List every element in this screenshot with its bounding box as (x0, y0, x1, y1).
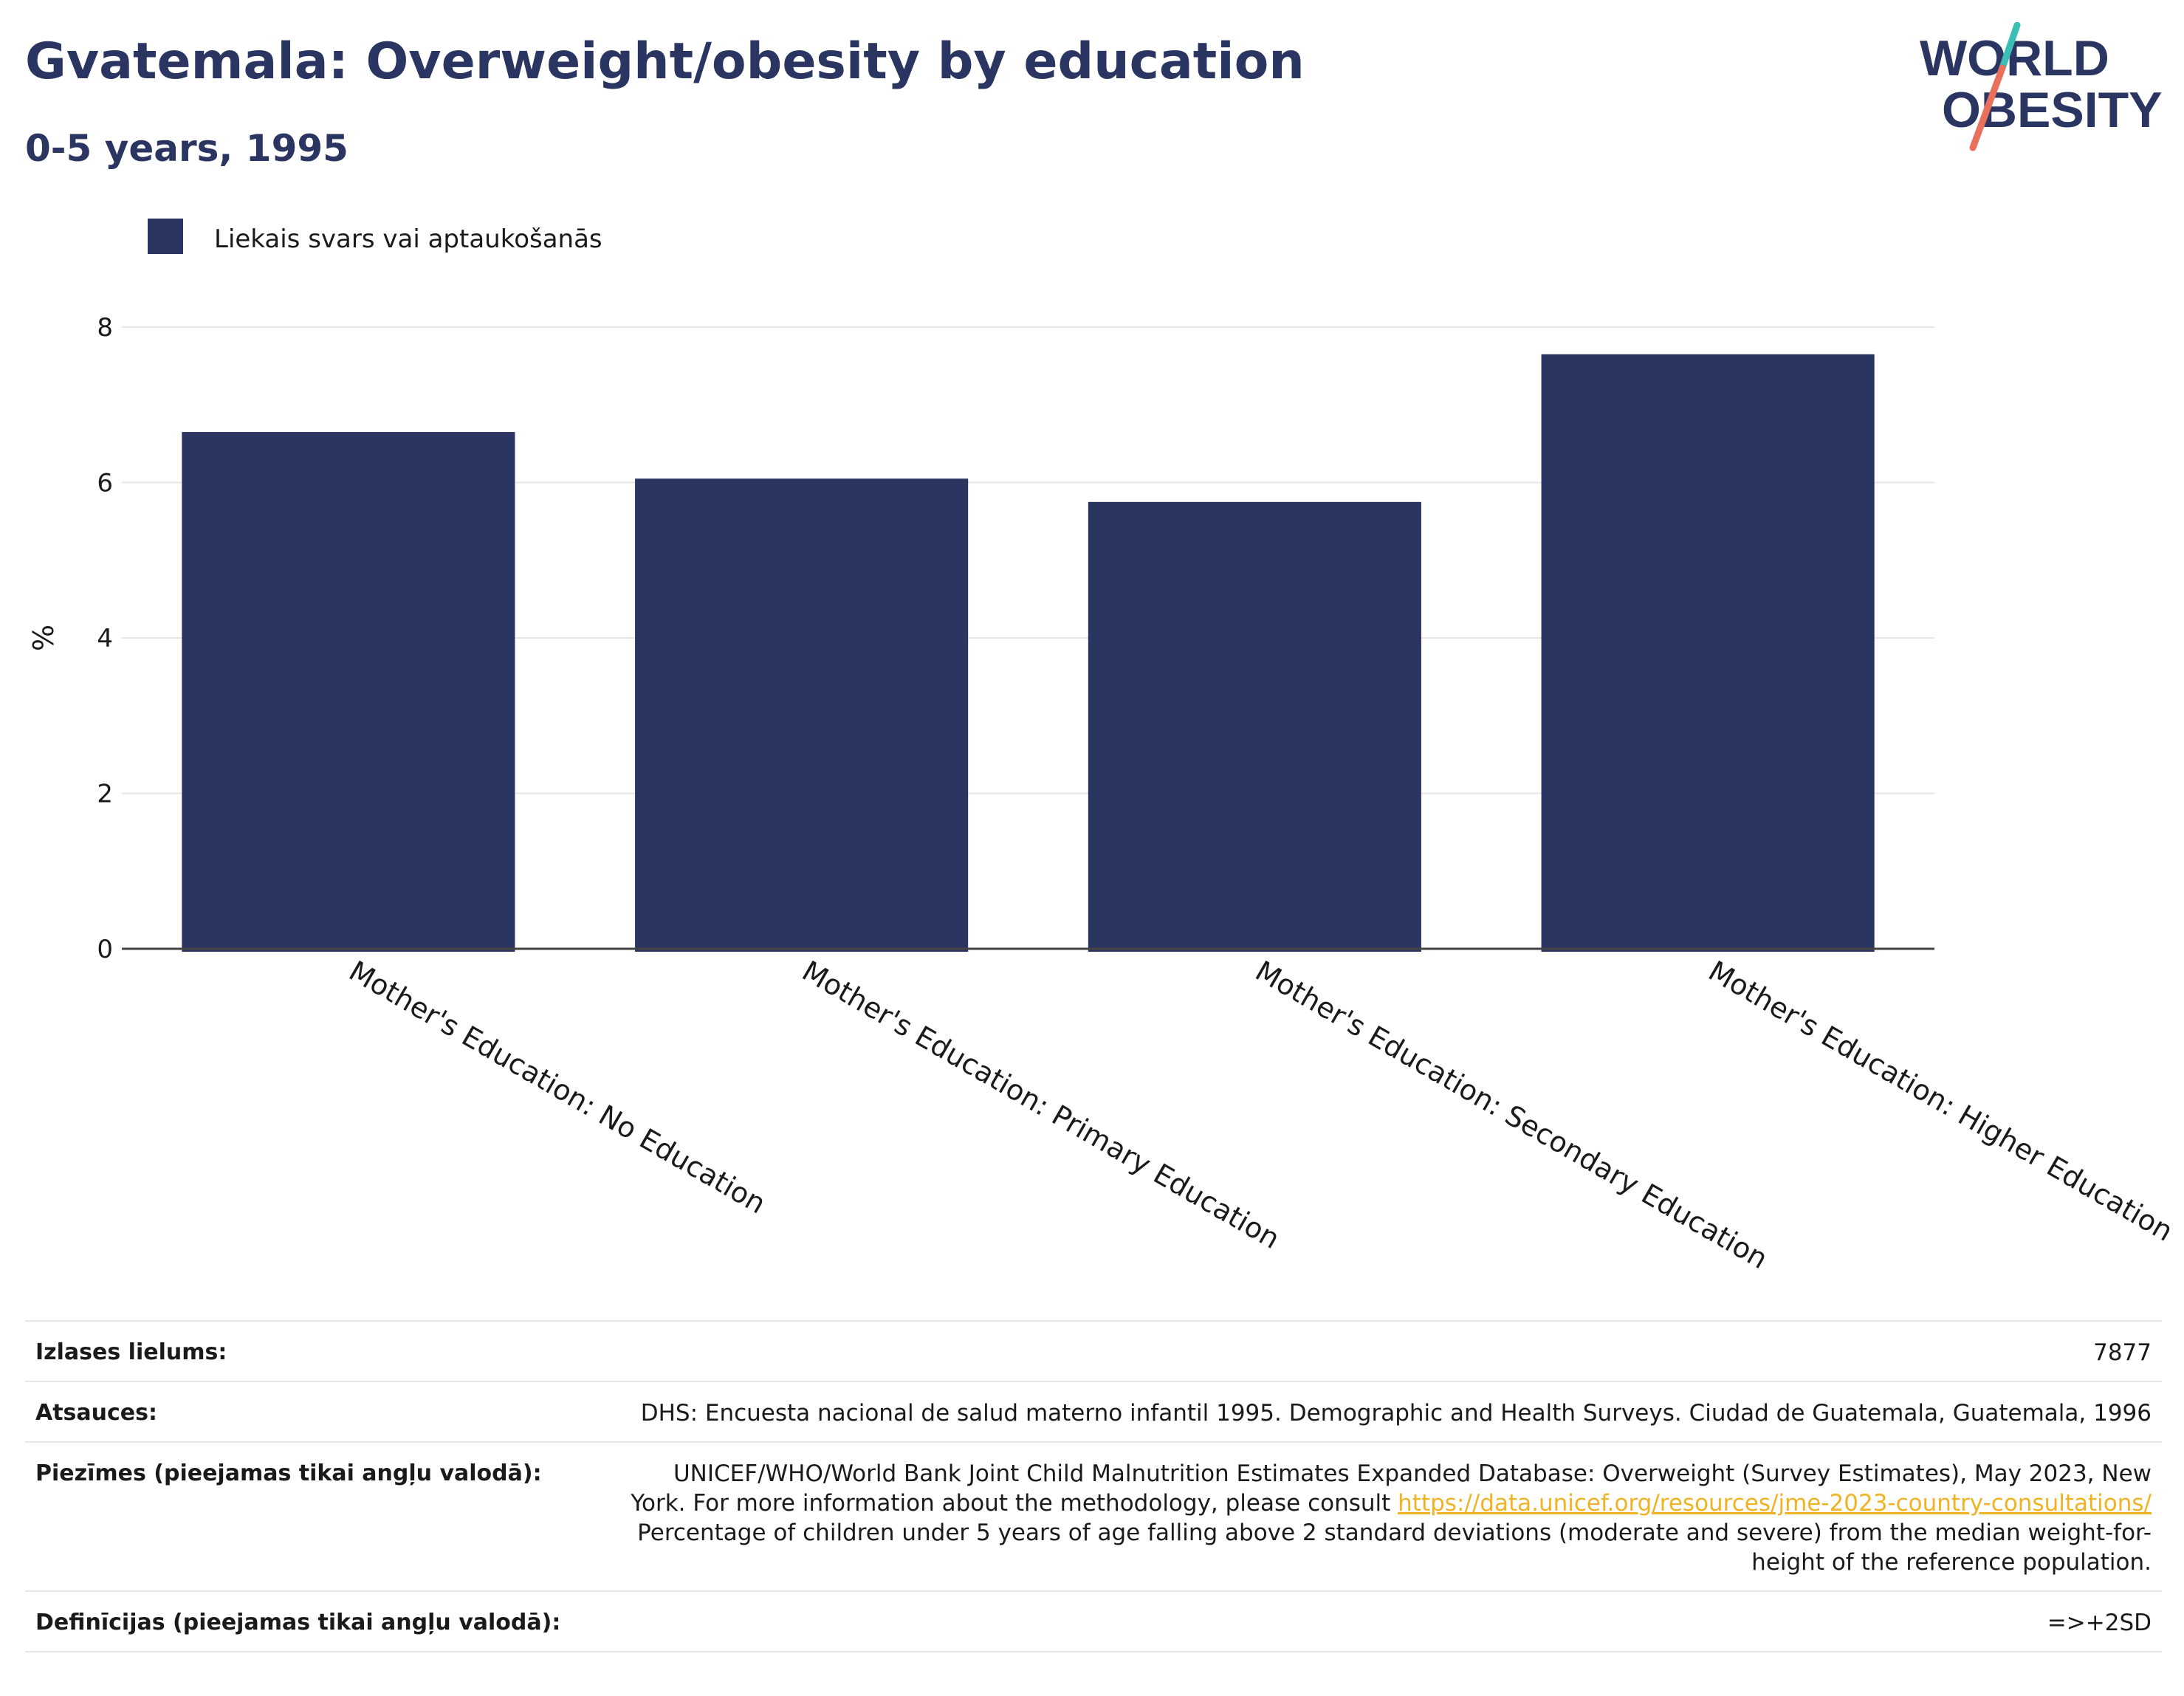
bar (1541, 354, 1875, 952)
references-label: Atsauces: (35, 1400, 157, 1426)
notes-line-2-text: York. For more information about the met… (631, 1490, 1391, 1517)
notes-line-1: UNICEF/WHO/World Bank Joint Child Malnut… (673, 1460, 2152, 1487)
page-subtitle: 0-5 years, 1995 (25, 127, 348, 170)
meta-row-references: Atsauces: DHS: Encuesta nacional de salu… (25, 1381, 2162, 1441)
x-category-label: Mother's Education: Higher Education (1703, 955, 2179, 1248)
x-category-label: Mother's Education: No Education (343, 955, 771, 1220)
meta-row-definitions: Definīcijas (pieejamas tikai angļu valod… (25, 1590, 2162, 1652)
y-tick-label: 6 (97, 469, 113, 498)
x-category-label: Mother's Education: Primary Education (797, 955, 1285, 1255)
y-tick-label: 8 (97, 313, 113, 343)
notes-line-2: York. For more information about the met… (571, 1489, 2152, 1518)
sample-size-label: Izlases lielums: (35, 1339, 227, 1365)
sample-size-value: 7877 (2093, 1339, 2152, 1366)
bar (182, 432, 515, 952)
y-axis-label: % (27, 625, 60, 651)
notes-line-3: Percentage of children under 5 years of … (637, 1520, 2152, 1546)
notes-value: UNICEF/WHO/World Bank Joint Child Malnut… (542, 1459, 2152, 1577)
notes-line-4: height of the reference population. (1751, 1549, 2152, 1576)
bar (635, 478, 969, 952)
bar (1088, 501, 1421, 952)
world-obesity-logo: WORLD OBESITY (1920, 22, 2163, 151)
x-category-label: Mother's Education: Secondary Education (1250, 955, 1773, 1276)
notes-label: Piezīmes (pieejamas tikai angļu valodā): (35, 1460, 542, 1486)
logo-slash-teal (1999, 22, 2021, 72)
metadata-table: Izlases lielums: 7877 Atsauces: DHS: Enc… (25, 1320, 2162, 1652)
y-tick-label: 2 (97, 780, 113, 809)
page-title: Gvatemala: Overweight/obesity by educati… (25, 32, 1305, 91)
y-tick-label: 4 (97, 624, 113, 653)
logo-slash-coral (1969, 64, 2006, 151)
notes-link[interactable]: https://data.unicef.org/resources/jme-20… (1398, 1490, 2152, 1517)
definitions-value: =>+2SD (2047, 1610, 2152, 1636)
meta-row-notes: Piezīmes (pieejamas tikai angļu valodā):… (25, 1441, 2162, 1590)
references-value: DHS: Encuesta nacional de salud materno … (640, 1400, 2152, 1427)
legend-label: Liekais svars vai aptaukošanās (214, 224, 602, 254)
y-tick-label: 0 (97, 935, 113, 964)
legend-swatch (148, 219, 183, 254)
definitions-label: Definīcijas (pieejamas tikai angļu valod… (35, 1610, 561, 1635)
meta-row-sample-size: Izlases lielums: 7877 (25, 1320, 2162, 1381)
